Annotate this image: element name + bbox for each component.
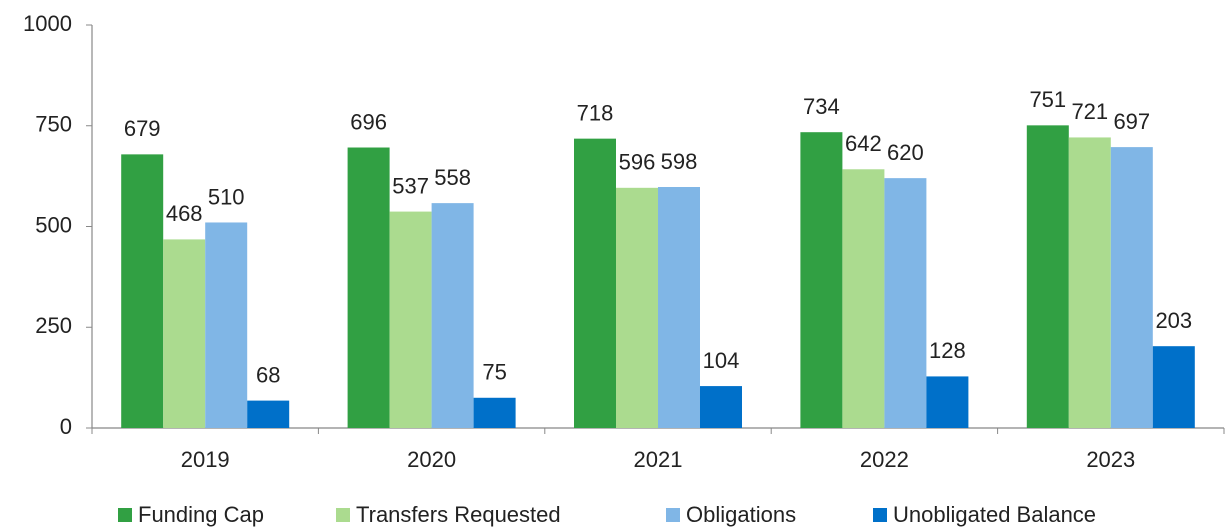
x-tick-label: 2021	[634, 447, 683, 472]
bar	[1026, 125, 1069, 429]
bar	[616, 187, 658, 428]
data-label: 642	[845, 131, 882, 156]
y-tick-label: 750	[35, 112, 72, 137]
bar	[473, 397, 516, 428]
data-label: 721	[1071, 99, 1108, 124]
bar	[121, 154, 164, 428]
legend-label: Obligations	[686, 502, 796, 527]
data-label: 697	[1113, 109, 1150, 134]
x-tick-label: 2023	[1086, 447, 1135, 472]
legend-swatch	[666, 508, 680, 522]
y-tick-label: 500	[35, 212, 72, 237]
legend-swatch	[118, 508, 132, 522]
bar	[700, 386, 742, 428]
x-tick-label: 2020	[407, 447, 456, 472]
data-label: 598	[661, 149, 698, 174]
data-label: 75	[482, 360, 506, 385]
legend-swatch	[336, 508, 350, 522]
bar	[389, 211, 432, 428]
y-tick-label: 0	[60, 414, 72, 439]
data-label: 679	[124, 116, 161, 141]
bar	[1110, 147, 1153, 428]
data-label: 104	[703, 348, 740, 373]
bar	[658, 187, 700, 428]
data-label: 68	[256, 362, 280, 387]
bar	[1152, 346, 1195, 428]
data-label: 537	[392, 173, 429, 198]
legend-label: Funding Cap	[138, 502, 264, 527]
bar	[884, 178, 927, 428]
bar	[205, 222, 248, 428]
legend-label: Transfers Requested	[356, 502, 561, 527]
bar	[800, 132, 843, 428]
x-tick-label: 2022	[860, 447, 909, 472]
bar	[1068, 137, 1111, 428]
data-label: 751	[1029, 87, 1066, 112]
data-label: 620	[887, 140, 924, 165]
bar	[163, 239, 206, 428]
y-tick-label: 1000	[23, 11, 72, 36]
data-label: 510	[208, 184, 245, 209]
bar	[926, 376, 969, 428]
legend-swatch	[873, 508, 887, 522]
bar	[347, 147, 390, 428]
data-label: 128	[929, 338, 966, 363]
bar	[431, 203, 474, 428]
data-label: 203	[1155, 308, 1192, 333]
bar	[247, 400, 290, 428]
data-label: 558	[434, 165, 471, 190]
data-label: 596	[619, 150, 656, 175]
legend-label: Unobligated Balance	[893, 502, 1096, 527]
data-label: 734	[803, 94, 840, 119]
data-label: 718	[577, 100, 614, 125]
data-label: 696	[350, 109, 387, 134]
bar	[842, 169, 885, 429]
y-tick-label: 250	[35, 313, 72, 338]
x-tick-label: 2019	[181, 447, 230, 472]
bar	[574, 138, 616, 428]
data-label: 468	[166, 201, 203, 226]
